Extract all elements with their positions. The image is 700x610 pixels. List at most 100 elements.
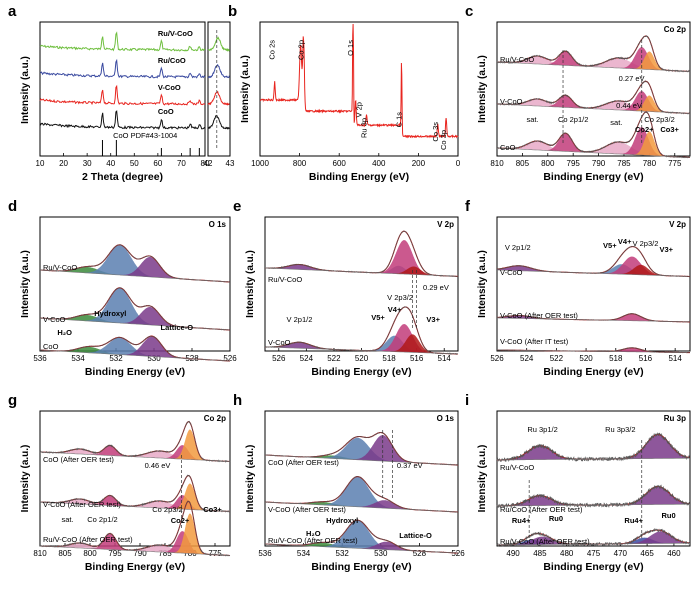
x-tick-label: 534 [297, 549, 311, 558]
component-label: Co 2p1/2 [87, 515, 117, 524]
sample-label: V-CoO [500, 268, 523, 277]
y-axis-label: Intensity (a.u.) [245, 250, 256, 318]
x-axis-label: Binding Energy (eV) [85, 366, 185, 378]
sample-label: V-CoO [268, 338, 291, 347]
component-label: sat. [61, 515, 73, 524]
component-label: 0.29 eV [423, 283, 449, 292]
survey-line [259, 23, 459, 139]
x-tick-label: 534 [71, 354, 85, 363]
sample-label: V-CoO [500, 97, 523, 106]
component-label: V 2p1/2 [287, 315, 313, 324]
x-axis-label: Binding Energy (eV) [85, 561, 185, 573]
panel-title: Co 2p [204, 414, 226, 423]
x-tick-label: 780 [643, 159, 657, 168]
background-line [497, 349, 688, 353]
plot-frame [496, 216, 691, 352]
component-label: 0.27 eV [619, 74, 645, 83]
panel-letter: d [8, 198, 17, 215]
x-tick-label: 70 [177, 159, 186, 168]
fitted-component [265, 476, 458, 512]
x-tick-label: 805 [58, 549, 72, 558]
component-label: Lattice-O [161, 323, 194, 332]
fitted-component [40, 543, 230, 556]
x-tick-label: 490 [506, 549, 520, 558]
y-axis-label: Intensity (a.u.) [20, 445, 31, 513]
background-line [496, 317, 687, 323]
component-label: Ru0 [549, 514, 563, 523]
plot-frame [259, 21, 459, 157]
fitted-component [265, 542, 458, 553]
series-label: CoO [158, 107, 174, 116]
panel-letter: h [233, 392, 242, 409]
fitted-component [497, 531, 690, 545]
peak-label: C 1s [395, 112, 404, 128]
panel-letter: g [8, 392, 17, 409]
panel-letter: a [8, 3, 17, 20]
plot-frame [39, 410, 231, 547]
x-tick-label: 518 [382, 354, 396, 363]
x-tick-label: 520 [355, 354, 369, 363]
x-axis-label: Binding Energy (eV) [543, 561, 643, 573]
x-tick-label: 526 [223, 354, 237, 363]
sample-label: V-CoO (After OER test) [43, 500, 121, 509]
raw-data-line [496, 79, 690, 115]
fitted-component [265, 435, 458, 465]
x-tick-label: 600 [333, 159, 347, 168]
fitted-component [40, 346, 230, 361]
component-label: Ru0 [661, 511, 675, 520]
panel-letter: e [233, 198, 241, 215]
component-label: V 2p3/2 [633, 239, 659, 248]
x-axis-label: Binding Energy (eV) [309, 171, 409, 183]
raw-data-line [496, 35, 691, 73]
sample-label: CoO [43, 342, 59, 351]
x-tick-label: 516 [639, 354, 653, 363]
fitted-component [40, 449, 230, 462]
fitted-component [497, 495, 690, 506]
fitted-component [265, 266, 458, 277]
series-label: Ru/V-CoO [158, 29, 193, 38]
x-tick-label: 532 [336, 549, 350, 558]
x-tick-label: 785 [617, 159, 631, 168]
peak-label: Co 2s [268, 40, 277, 60]
panel-h: 536 534 532 530 528 526 Binding Energy (eV) Int… [233, 392, 465, 573]
panel-i: 490 485 480 475 470 465 460 Binding Energy (eV)… [465, 392, 691, 573]
fitted-component [40, 267, 230, 282]
fitted-component [497, 56, 690, 72]
component-label: 0.46 eV [145, 461, 171, 470]
sample-label: CoO [500, 143, 516, 152]
background-line [39, 269, 227, 283]
x-tick-label: 795 [108, 549, 122, 558]
x-tick-label: 470 [614, 549, 628, 558]
sample-label: Ru/V-CoO [43, 263, 77, 272]
raw-data-line [496, 432, 690, 463]
component-label: 0.44 eV [616, 101, 642, 110]
component-label: V4+ [388, 305, 402, 314]
y-axis-label: Intensity (a.u.) [477, 250, 488, 318]
component-label: Hydroxyl [326, 516, 358, 525]
sample-label: Ru/V-CoO (After OER test) [268, 536, 358, 545]
x-tick-label: 475 [587, 549, 601, 558]
component-label: Co 2p3/2 [152, 505, 182, 514]
fitted-component [40, 337, 230, 361]
x-tick-label: 465 [640, 549, 654, 558]
x-tick-label: 60 [153, 159, 162, 168]
x-axis-label: Binding Energy (eV) [311, 561, 411, 573]
sample-label: Ru/V-CoO [500, 55, 534, 64]
x-tick-label: 536 [258, 549, 272, 558]
background-line [264, 501, 455, 513]
x-tick-label: 480 [560, 549, 574, 558]
x-tick-label: 0 [456, 159, 461, 168]
x-tick-label: 790 [592, 159, 606, 168]
component-label: Co3+ [203, 505, 222, 514]
background-line [496, 61, 691, 72]
x-tick-label: 460 [667, 549, 681, 558]
x-tick-label: 790 [133, 549, 147, 558]
x-tick-label: 518 [609, 354, 623, 363]
component-label: H₂O [306, 529, 321, 538]
x-tick-label: 524 [520, 354, 534, 363]
envelope-line [265, 230, 458, 277]
component-label: sat. [527, 115, 539, 124]
sample-label: Ru/V-CoO (After OER test) [43, 535, 133, 544]
